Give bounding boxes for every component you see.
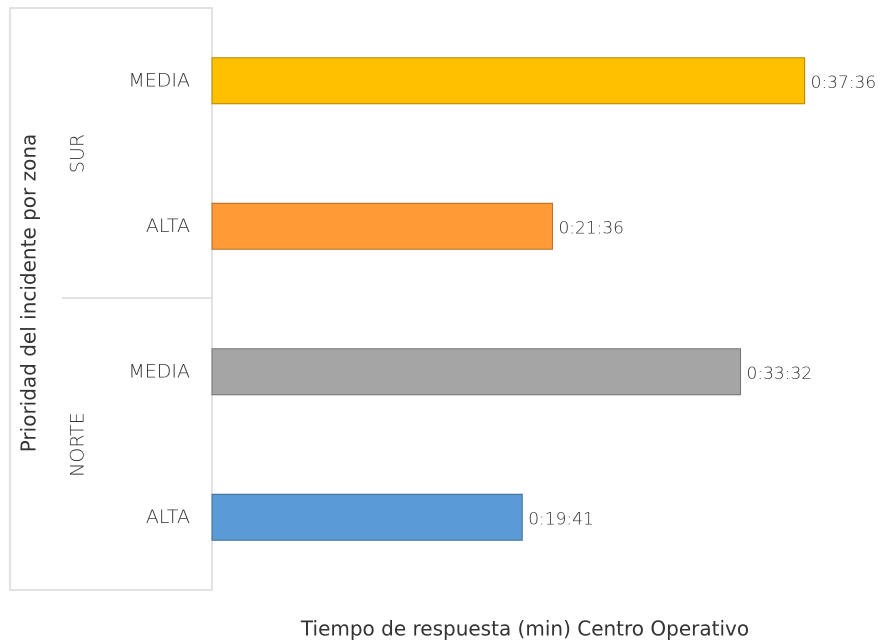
bar <box>211 348 742 396</box>
bar <box>211 493 523 541</box>
category-label: MEDIA <box>128 360 190 382</box>
bar <box>211 202 553 250</box>
axis-frame <box>9 7 213 591</box>
group-label: NORTE <box>67 412 89 477</box>
value-label: 0:37:36 <box>811 73 877 93</box>
bar <box>211 57 806 105</box>
category-label: ALTA <box>146 506 190 528</box>
value-label: 0:19:41 <box>528 509 594 529</box>
y-axis-title: Prioridad del incidente por zona <box>17 134 41 453</box>
value-label: 0:33:32 <box>747 364 813 384</box>
x-axis-title: Tiempo de respuesta (min) Centro Operati… <box>300 617 749 641</box>
category-label: ALTA <box>146 215 190 237</box>
category-label: MEDIA <box>128 69 190 91</box>
group-label: SUR <box>67 134 89 173</box>
value-label: 0:21:36 <box>558 218 624 238</box>
